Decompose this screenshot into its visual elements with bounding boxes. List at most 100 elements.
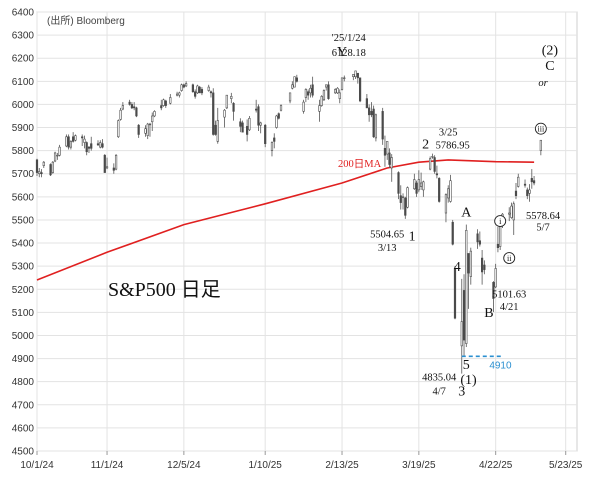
candle: [413, 173, 416, 190]
candle-body-up: [207, 86, 210, 91]
candle: [295, 74, 298, 83]
candle-body-up: [417, 179, 420, 191]
candle: [273, 133, 276, 149]
candle-body-up: [99, 142, 102, 148]
candle: [365, 94, 368, 109]
candle-body-down: [327, 84, 330, 99]
candle-body-down: [277, 113, 280, 119]
candle: [257, 104, 260, 131]
wave-annotation: (1): [460, 373, 477, 388]
candle-body-up: [275, 115, 278, 128]
candle: [447, 185, 450, 203]
candle: [338, 89, 341, 104]
candle-body-up: [374, 114, 378, 139]
candle: [302, 99, 305, 114]
candle-body-up: [338, 92, 341, 99]
candle: [476, 229, 479, 249]
wave-annotation: 5/7: [536, 222, 549, 233]
candle-body-up: [293, 76, 296, 88]
source-label: (出所) Bloomberg: [47, 14, 125, 27]
candle-body-up: [309, 87, 312, 94]
candle-body-down: [404, 197, 407, 216]
wave-annotation: '25/1/24: [332, 33, 367, 44]
candle-body-down: [358, 77, 362, 102]
candle: [101, 139, 104, 149]
wave-annotation: C: [545, 59, 554, 74]
y-tick-label: 4900: [12, 354, 35, 365]
candle-body-down: [214, 124, 217, 135]
candle-body-down: [191, 84, 194, 93]
candle: [223, 109, 226, 128]
wave-circle: [534, 122, 547, 135]
candle-body-up: [343, 77, 346, 79]
candle: [103, 154, 106, 173]
circled-wave-label: ii: [503, 252, 516, 265]
candle: [153, 110, 156, 118]
candle-body-up: [175, 93, 179, 96]
candle-body-up: [83, 138, 86, 143]
candle: [462, 274, 466, 357]
candle: [178, 91, 181, 98]
candle: [83, 135, 86, 149]
candle-body-up: [196, 85, 199, 94]
candle: [277, 112, 280, 120]
candle: [151, 112, 154, 131]
candle-body-down: [523, 183, 527, 186]
candle-body-up: [288, 92, 292, 102]
candle-body-down: [200, 89, 204, 94]
candle-body-up: [444, 194, 448, 214]
candle-body-up: [230, 96, 233, 99]
candle: [390, 154, 393, 182]
candle: [336, 87, 339, 95]
candle-body-up: [291, 84, 294, 89]
candle: [429, 156, 432, 171]
wave-annotation: 5101.63: [492, 289, 526, 300]
candle: [175, 91, 179, 97]
x-tick-label: 2/13/25: [325, 460, 359, 471]
candle-body-down: [307, 91, 310, 96]
candle: [467, 253, 470, 309]
candle: [96, 140, 100, 147]
y-tick-label: 4600: [12, 423, 35, 434]
candle: [90, 136, 93, 151]
moving-average-layer: 200日MA: [36, 159, 535, 281]
candle: [383, 135, 387, 167]
candle: [99, 140, 102, 149]
candle: [451, 219, 454, 246]
candle-body-down: [467, 253, 470, 274]
candle: [343, 75, 346, 82]
candle-body-down: [273, 137, 276, 142]
candle: [327, 81, 330, 100]
candle: [420, 172, 423, 190]
candle: [318, 99, 321, 122]
candle-body-up: [539, 139, 542, 151]
x-tick-label: 3/19/25: [402, 460, 436, 471]
candle: [431, 153, 434, 159]
candle-body-down: [372, 108, 375, 138]
candle-body-up: [401, 196, 405, 198]
wave-annotation: 3/13: [378, 243, 397, 254]
candle: [105, 157, 109, 170]
candle-body-up: [279, 105, 283, 111]
candle: [232, 102, 235, 121]
candle-body-down: [137, 124, 140, 135]
circled-wave-text: ii: [507, 254, 512, 263]
candle: [87, 146, 91, 153]
candle: [72, 132, 75, 143]
candle-body-down: [370, 111, 373, 116]
candle: [35, 158, 39, 177]
candle-body-down: [35, 159, 39, 173]
circled-wave-text: i: [499, 217, 502, 226]
chart-grid: 4500 4600 4700 4800 4900 5000 5100 5200 5300 5400…: [12, 8, 583, 472]
candle: [58, 144, 61, 157]
candle-body-down: [433, 157, 436, 172]
candle-body-down: [72, 136, 75, 142]
candle-body-up: [58, 146, 61, 156]
candle-body-up: [390, 157, 393, 169]
candle: [67, 134, 70, 150]
wave-annotation: (2): [542, 44, 559, 59]
candle-body-up: [447, 188, 450, 199]
candle-body-up: [216, 120, 219, 142]
y-tick-label: 4800: [12, 377, 35, 388]
